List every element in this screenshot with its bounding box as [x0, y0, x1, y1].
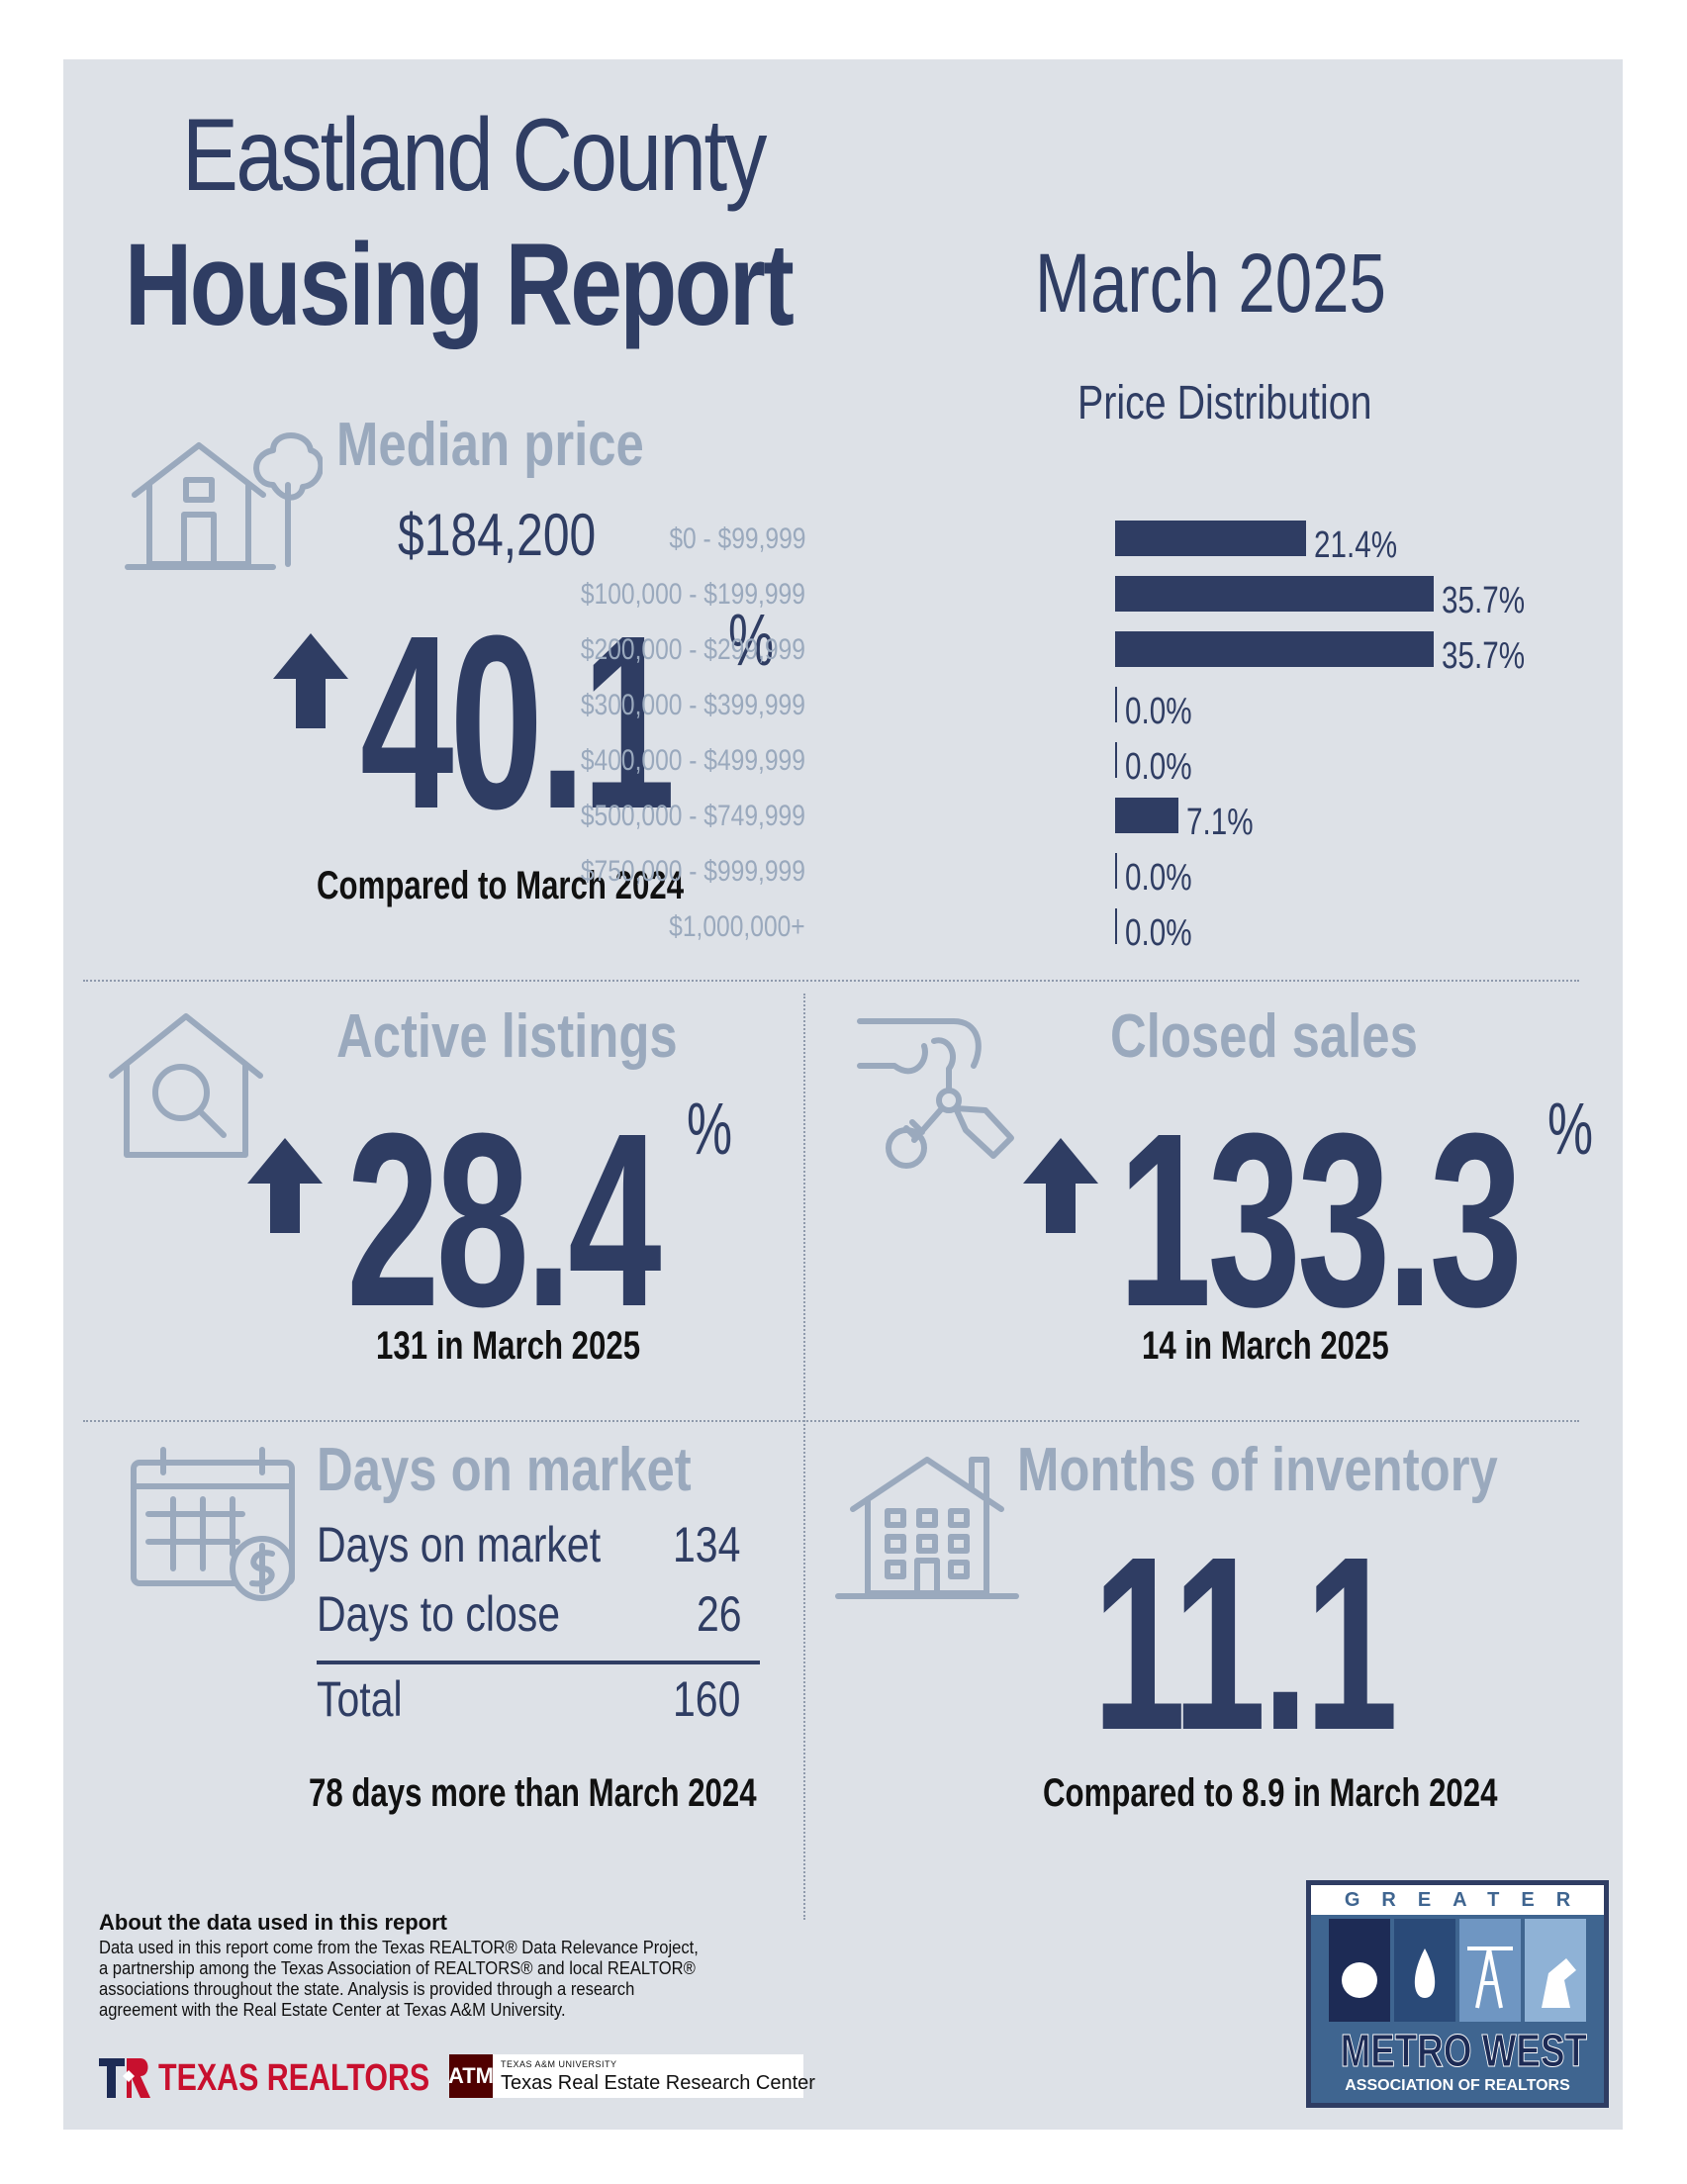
gmw-top-text: GREATER	[1344, 1888, 1593, 1911]
active-listings-heading: Active listings	[336, 1002, 678, 1071]
house-tree-icon	[125, 432, 323, 570]
median-change-value: 40.1	[360, 584, 676, 860]
gmw-emblem-icon	[1329, 1919, 1586, 2022]
county-title: Eastland County	[182, 98, 767, 213]
report-period: March 2025	[1035, 237, 1386, 330]
dist-value-label: 0.0%	[1125, 912, 1192, 954]
texas-realtors-mark-icon	[99, 2058, 150, 2098]
days-on-market-heading: Days on market	[317, 1436, 692, 1504]
median-price-heading: Median price	[336, 411, 644, 479]
median-up-arrow-icon	[273, 633, 348, 728]
dist-row: $200,000 - $299,999 35.7%	[63, 629, 1623, 677]
dist-value-label: 21.4%	[1314, 524, 1398, 566]
months-inventory-value: 11.1	[1092, 1505, 1398, 1781]
divider-horizontal-middle	[83, 1420, 1579, 1422]
divider-vertical	[803, 994, 805, 1920]
closed-sales-heading: Closed sales	[1110, 1002, 1418, 1071]
dom-total-label: Total	[317, 1671, 403, 1727]
tamu-center-text: Texas Real Estate Research Center	[501, 2071, 815, 2094]
active-up-arrow-icon	[247, 1138, 323, 1233]
dist-bar	[1115, 521, 1306, 556]
divider-horizontal-top	[83, 980, 1579, 982]
tamu-mark-icon: ATM	[448, 2054, 494, 2098]
closed-change-value: 133.3	[1118, 1082, 1523, 1358]
tamu-logo: ATM TEXAS A&M UNIVERSITY Texas Real Esta…	[448, 2054, 815, 2098]
about-title: About the data used in this report	[99, 1910, 448, 1935]
price-distribution-chart: $0 - $99,999 21.4% $100,000 - $199,999 35.7…	[63, 465, 1623, 954]
dist-row: $400,000 - $499,999 0.0%	[63, 740, 1623, 788]
dist-bar	[1115, 687, 1117, 722]
months-inventory-caption: Compared to 8.9 in March 2024	[1043, 1771, 1498, 1815]
closed-up-arrow-icon	[1023, 1138, 1098, 1233]
dist-value-label: 0.0%	[1125, 857, 1192, 899]
median-price-value: $184,200	[398, 502, 597, 568]
dtc-row-value: 26	[697, 1586, 742, 1642]
active-pct-symbol: %	[687, 1088, 733, 1170]
months-inventory-heading: Months of inventory	[1017, 1436, 1498, 1504]
active-change-value: 28.4	[346, 1082, 662, 1358]
texas-realtors-logo: TEXAS REALTORS	[99, 2056, 498, 2100]
median-pct-symbol: %	[728, 599, 775, 681]
closed-pct-symbol: %	[1547, 1088, 1594, 1170]
report-sheet: Eastland County Housing Report March 202…	[63, 59, 1623, 2130]
dist-value-label: 35.7%	[1442, 580, 1526, 621]
calendar-dollar-icon	[131, 1447, 295, 1601]
dist-bar	[1115, 742, 1117, 778]
dist-category-label: $100,000 - $199,999	[580, 578, 805, 611]
dist-category-label: $750,000 - $999,999	[580, 855, 805, 888]
dom-total-rule	[317, 1661, 760, 1664]
dist-bar	[1115, 631, 1434, 667]
active-caption: 131 in March 2025	[376, 1324, 641, 1368]
dist-category-label: $500,000 - $749,999	[580, 800, 805, 832]
dist-category-label: $0 - $99,999	[668, 522, 805, 555]
dist-category-label: $300,000 - $399,999	[580, 689, 805, 721]
dom-caption: 78 days more than March 2024	[309, 1771, 757, 1815]
dist-bar	[1115, 576, 1434, 612]
dist-value-label: 0.0%	[1125, 691, 1192, 732]
dist-row: $1,000,000+ 0.0%	[63, 906, 1623, 954]
dist-value-label: 0.0%	[1125, 746, 1192, 788]
report-title: Housing Report	[125, 220, 795, 350]
dist-bar	[1115, 853, 1117, 889]
dist-value-label: 35.7%	[1442, 635, 1526, 677]
dtc-row-label: Days to close	[317, 1586, 561, 1642]
apartment-building-icon	[835, 1457, 1019, 1599]
house-magnifier-icon	[109, 1013, 263, 1158]
dist-bar	[1115, 908, 1117, 944]
dist-row: $300,000 - $399,999 0.0%	[63, 685, 1623, 732]
dist-category-label: $1,000,000+	[669, 910, 805, 943]
gmw-main-text: METRO WEST	[1340, 2025, 1588, 2077]
closed-caption: 14 in March 2025	[1142, 1324, 1389, 1368]
dist-value-label: 7.1%	[1186, 802, 1254, 843]
dom-total-value: 160	[673, 1671, 741, 1727]
dist-category-label: $200,000 - $299,999	[580, 633, 805, 666]
tamu-small-text: TEXAS A&M UNIVERSITY	[501, 2058, 617, 2069]
dom-row-value: 134	[673, 1517, 741, 1572]
dist-row: $750,000 - $999,999 0.0%	[63, 851, 1623, 899]
about-text: Data used in this report come from the T…	[99, 1938, 699, 2020]
greater-metro-west-logo: GREATER METRO WEST ASSOCIATION OF REALTO…	[1306, 1880, 1609, 2108]
median-caption: Compared to March 2024	[317, 864, 685, 907]
dist-row: $0 - $99,999 21.4%	[63, 519, 1623, 566]
hand-keys-icon	[857, 1018, 1014, 1169]
gmw-sub-text: ASSOCIATION OF REALTORS	[1345, 2077, 1570, 2094]
texas-realtors-text: TEXAS REALTORS	[158, 2056, 430, 2099]
dist-row: $100,000 - $199,999 35.7%	[63, 574, 1623, 621]
dist-row: $500,000 - $749,999 7.1%	[63, 796, 1623, 843]
price-distribution-title: Price Distribution	[1078, 377, 1372, 429]
dist-bar	[1115, 798, 1178, 833]
dom-row-label: Days on market	[317, 1517, 602, 1572]
dist-category-label: $400,000 - $499,999	[580, 744, 805, 777]
